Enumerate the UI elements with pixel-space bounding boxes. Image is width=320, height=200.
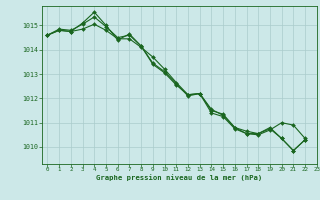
X-axis label: Graphe pression niveau de la mer (hPa): Graphe pression niveau de la mer (hPa) [96, 174, 262, 181]
